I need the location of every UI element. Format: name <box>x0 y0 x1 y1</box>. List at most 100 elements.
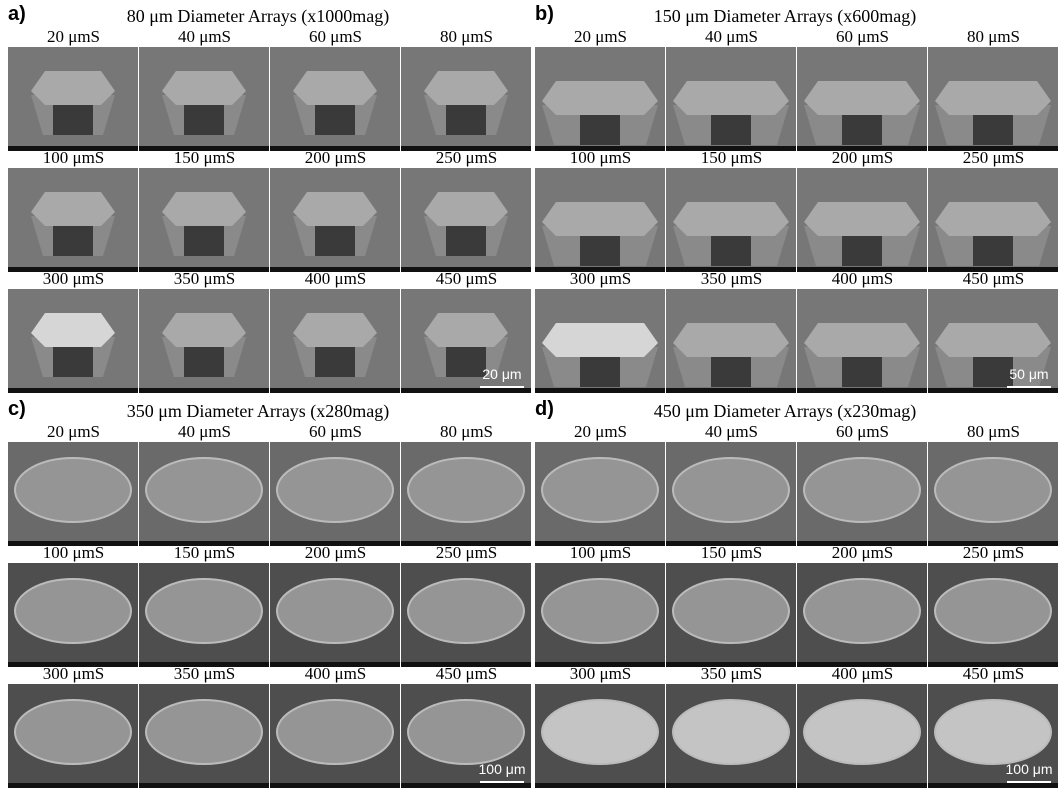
cell-label: 350 μmS <box>174 664 236 683</box>
info-bar <box>401 783 531 788</box>
pillar-top <box>424 192 508 226</box>
cell-label: 350 μmS <box>174 269 236 288</box>
pillar-disc <box>673 458 789 522</box>
panel-label: a) <box>8 3 26 25</box>
panel-title: 450 μm Diameter Arrays (x230mag) <box>654 401 917 422</box>
sem-image <box>666 442 796 546</box>
cell-label: 20 μmS <box>574 422 627 441</box>
pillar-disc <box>15 458 131 522</box>
cell-label: 200 μmS <box>832 543 894 562</box>
sem-image <box>8 289 138 393</box>
sem-image <box>535 289 665 393</box>
sem-image <box>797 563 927 667</box>
cell-label: 150 μmS <box>701 148 763 167</box>
pillar-top <box>542 323 658 357</box>
scale-bar-label: 100 μm <box>479 761 526 777</box>
pillar-front <box>315 345 355 377</box>
pillar-top <box>673 323 789 357</box>
sem-image <box>8 168 138 272</box>
sem-image <box>535 684 665 788</box>
pillar-disc <box>935 700 1051 764</box>
pillar-front <box>580 355 620 387</box>
info-bar <box>270 388 400 393</box>
pillar-disc <box>542 579 658 643</box>
sem-image <box>928 168 1058 272</box>
cell-label: 450 μmS <box>963 269 1025 288</box>
cell-label: 200 μmS <box>832 148 894 167</box>
pillar-top <box>673 202 789 236</box>
sem-image <box>928 563 1058 667</box>
sem-image <box>139 684 269 788</box>
cell-label: 250 μmS <box>963 543 1025 562</box>
sem-image <box>535 442 665 546</box>
pillar-front <box>973 234 1013 266</box>
pillar-disc <box>277 700 393 764</box>
pillar-disc <box>15 700 131 764</box>
cell-label: 450 μmS <box>963 664 1025 683</box>
pillar-top <box>293 192 377 226</box>
cell-label: 60 μmS <box>836 27 889 46</box>
pillar-front <box>973 355 1013 387</box>
cell-label: 100 μmS <box>43 543 105 562</box>
info-bar <box>666 388 796 393</box>
info-bar <box>928 388 1058 393</box>
pillar-disc <box>146 579 262 643</box>
sem-image <box>270 289 400 393</box>
pillar-disc <box>408 700 524 764</box>
pillar-disc <box>804 700 920 764</box>
sem-image <box>797 684 927 788</box>
sem-image <box>139 563 269 667</box>
cell-label: 200 μmS <box>305 543 367 562</box>
info-bar <box>139 783 269 788</box>
cell-label: 200 μmS <box>305 148 367 167</box>
sem-image <box>797 168 927 272</box>
pillar-top <box>31 313 115 347</box>
pillar-top <box>542 202 658 236</box>
sem-image <box>401 168 531 272</box>
cell-label: 60 μmS <box>836 422 889 441</box>
figure: a) 80 μm Diameter Arrays (x1000mag) 20 μmS… <box>0 0 1063 788</box>
sem-image <box>401 47 531 151</box>
cell-label: 250 μmS <box>963 148 1025 167</box>
info-bar <box>797 388 927 393</box>
panel-label: b) <box>535 3 554 25</box>
cell-label: 450 μmS <box>436 664 498 683</box>
pillar-top <box>935 323 1051 357</box>
cell-label: 20 μmS <box>47 422 100 441</box>
pillar-top <box>935 81 1051 115</box>
pillar-disc <box>408 579 524 643</box>
cell-label: 250 μmS <box>436 148 498 167</box>
sem-image <box>797 442 927 546</box>
sem-image <box>139 442 269 546</box>
sem-image <box>535 47 665 151</box>
pillar-disc <box>15 579 131 643</box>
scale-bar-label: 100 μm <box>1006 761 1053 777</box>
sem-image <box>139 168 269 272</box>
panel-title: 80 μm Diameter Arrays (x1000mag) <box>127 6 390 27</box>
sem-image <box>401 563 531 667</box>
pillar-front <box>711 355 751 387</box>
sem-image <box>270 168 400 272</box>
pillar-front <box>53 103 93 135</box>
sem-image <box>8 47 138 151</box>
cell-label: 400 μmS <box>305 269 367 288</box>
pillar-disc <box>146 458 262 522</box>
sem-image <box>8 442 138 546</box>
pillar-top <box>162 192 246 226</box>
pillar-front <box>711 234 751 266</box>
cell-label: 80 μmS <box>967 27 1020 46</box>
pillar-disc <box>804 579 920 643</box>
cell-label: 20 μmS <box>47 27 100 46</box>
sem-image <box>270 563 400 667</box>
cell-label: 400 μmS <box>305 664 367 683</box>
cell-label: 40 μmS <box>705 422 758 441</box>
pillar-front <box>53 345 93 377</box>
pillar-front <box>842 234 882 266</box>
cell-label: 150 μmS <box>174 543 236 562</box>
pillar-front <box>446 224 486 256</box>
info-bar <box>8 388 138 393</box>
info-bar <box>535 783 665 788</box>
panel-title: 150 μm Diameter Arrays (x600mag) <box>654 6 917 27</box>
panel: d)450 μm Diameter Arrays (x230mag)20 μmS… <box>535 398 1058 788</box>
sem-image <box>797 289 927 393</box>
